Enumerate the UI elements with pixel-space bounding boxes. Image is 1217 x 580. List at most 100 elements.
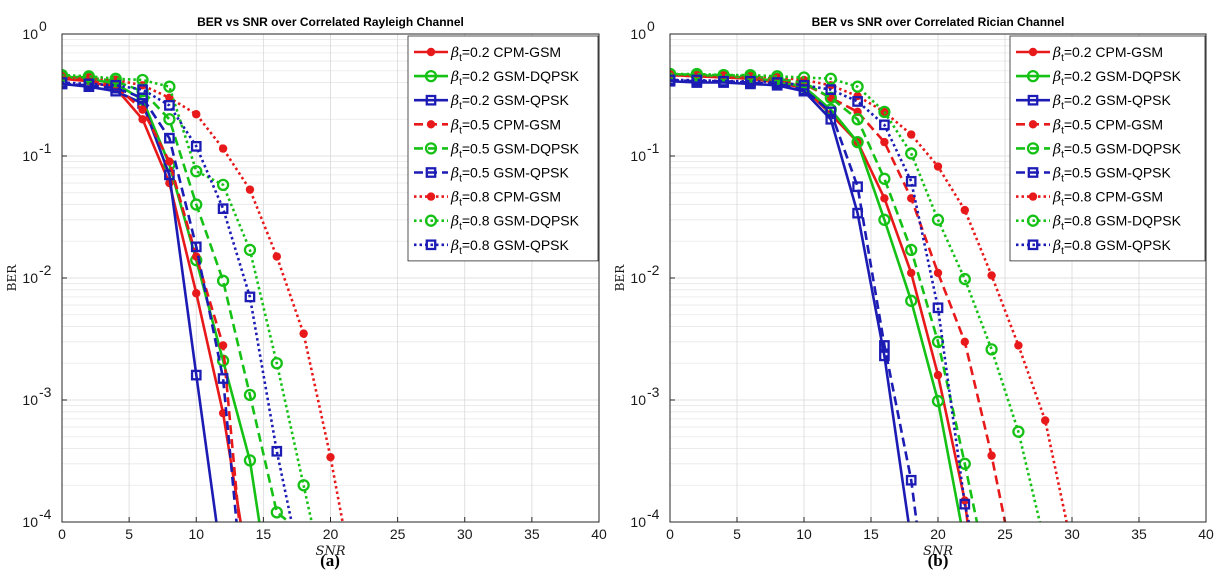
data-point bbox=[1014, 341, 1023, 350]
data-point bbox=[931, 394, 945, 408]
legend-box bbox=[1009, 35, 1206, 262]
x-tick-label: 20 bbox=[930, 526, 946, 542]
data-point bbox=[960, 205, 969, 215]
legend-marker bbox=[1028, 192, 1038, 201]
legend: βt=0.2 CPM-GSM βt=0.2 GSM-DQPSK βt=0.2 GSM… bbox=[1009, 35, 1206, 262]
data-point bbox=[670, 74, 676, 86]
data-point bbox=[218, 341, 228, 350]
data-point bbox=[190, 165, 203, 178]
legend-marker bbox=[1026, 69, 1040, 83]
series-7 bbox=[670, 67, 1042, 522]
data-point bbox=[243, 454, 257, 467]
panel-caption: (b) bbox=[928, 551, 949, 570]
x-tick-label: 30 bbox=[457, 526, 473, 542]
y-tick-exponent: -2 bbox=[647, 262, 660, 278]
x-tick-label: 5 bbox=[733, 526, 741, 542]
data-point bbox=[83, 78, 95, 90]
data-point bbox=[879, 119, 890, 131]
legend-marker bbox=[424, 214, 438, 227]
legend-box bbox=[407, 35, 599, 262]
legend-marker bbox=[424, 69, 438, 83]
data-point bbox=[138, 105, 147, 114]
series-group bbox=[62, 68, 344, 522]
legend: βt=0.2 CPM-GSM βt=0.2 GSM-DQPSK βt=0.2 GSM… bbox=[407, 35, 599, 262]
data-point bbox=[825, 84, 837, 95]
data-point bbox=[1012, 425, 1025, 438]
legend-label: βt=0.2 GSM-QPSK bbox=[1052, 92, 1172, 112]
data-point bbox=[852, 207, 863, 219]
x-tick-label: 15 bbox=[256, 526, 272, 542]
y-tick-label: 10 bbox=[630, 26, 646, 42]
legend-label: βt=0.8 GSM-DQPSK bbox=[1052, 213, 1182, 233]
x-tick-label: 35 bbox=[524, 526, 540, 542]
x-tick-label: 15 bbox=[863, 526, 879, 542]
data-point bbox=[960, 337, 969, 346]
data-point bbox=[137, 84, 148, 95]
panel-caption: (a) bbox=[320, 551, 340, 570]
data-point bbox=[905, 147, 918, 160]
data-point bbox=[880, 137, 889, 147]
legend-marker bbox=[1027, 167, 1039, 178]
legend-label: βt=0.2 CPM-GSM bbox=[1052, 44, 1163, 64]
series-line bbox=[62, 81, 293, 522]
y-tick-exponent: -4 bbox=[39, 506, 52, 522]
data-point bbox=[244, 291, 256, 303]
legend-marker bbox=[425, 167, 437, 178]
data-point bbox=[717, 68, 730, 82]
series-7 bbox=[62, 68, 313, 522]
legend-marker bbox=[1028, 47, 1038, 57]
data-point bbox=[933, 370, 943, 380]
series-line bbox=[670, 78, 971, 522]
y-axis-label: BER bbox=[613, 264, 627, 292]
data-point bbox=[958, 272, 971, 286]
x-tick-label: 10 bbox=[188, 526, 204, 542]
series-8 bbox=[670, 74, 971, 522]
legend-label: βt=0.8 GSM-QPSK bbox=[1052, 237, 1172, 257]
legend-label: βt=0.8 GSM-QPSK bbox=[450, 237, 570, 257]
legend-label: βt=0.5 CPM-GSM bbox=[450, 116, 561, 136]
data-point bbox=[771, 77, 783, 88]
data-point bbox=[217, 373, 229, 384]
data-point bbox=[270, 357, 283, 370]
data-point bbox=[270, 506, 283, 519]
data-point bbox=[987, 271, 996, 280]
x-tick-label: 25 bbox=[997, 526, 1013, 542]
series-line bbox=[670, 79, 910, 522]
x-axis-label: SNR bbox=[923, 544, 953, 559]
legend-marker bbox=[1028, 120, 1038, 129]
data-point bbox=[987, 451, 996, 460]
data-point bbox=[745, 75, 756, 87]
x-tick-label: 30 bbox=[1064, 526, 1080, 542]
data-point bbox=[851, 80, 864, 93]
data-point bbox=[878, 172, 891, 185]
y-tick-label: 10 bbox=[630, 392, 646, 408]
data-point bbox=[905, 294, 918, 307]
legend-label: βt=0.5 GSM-DQPSK bbox=[1052, 140, 1182, 160]
data-point bbox=[931, 213, 945, 226]
data-point bbox=[192, 289, 201, 298]
y-tick-label: 10 bbox=[630, 270, 646, 286]
data-point bbox=[245, 185, 255, 194]
data-point bbox=[216, 178, 230, 192]
data-point bbox=[670, 67, 677, 81]
x-tick-label: 20 bbox=[323, 526, 339, 542]
data-point bbox=[958, 457, 971, 470]
data-point bbox=[164, 100, 175, 111]
data-point bbox=[190, 140, 202, 152]
legend-label: βt=0.8 CPM-GSM bbox=[450, 189, 561, 209]
legend-label: βt=0.8 GSM-DQPSK bbox=[450, 213, 580, 233]
data-point bbox=[691, 74, 703, 86]
y-tick-label: 10 bbox=[22, 514, 38, 530]
series-line bbox=[62, 82, 218, 522]
data-point bbox=[190, 241, 202, 253]
data-point bbox=[852, 181, 863, 193]
legend-marker bbox=[1027, 94, 1039, 106]
legend-label: βt=0.5 CPM-GSM bbox=[1052, 116, 1163, 136]
data-point bbox=[985, 343, 998, 356]
data-point bbox=[933, 162, 943, 171]
x-tick-label: 5 bbox=[125, 526, 133, 542]
data-point bbox=[798, 79, 810, 91]
x-tick-label: 25 bbox=[390, 526, 406, 542]
data-point bbox=[771, 70, 784, 83]
